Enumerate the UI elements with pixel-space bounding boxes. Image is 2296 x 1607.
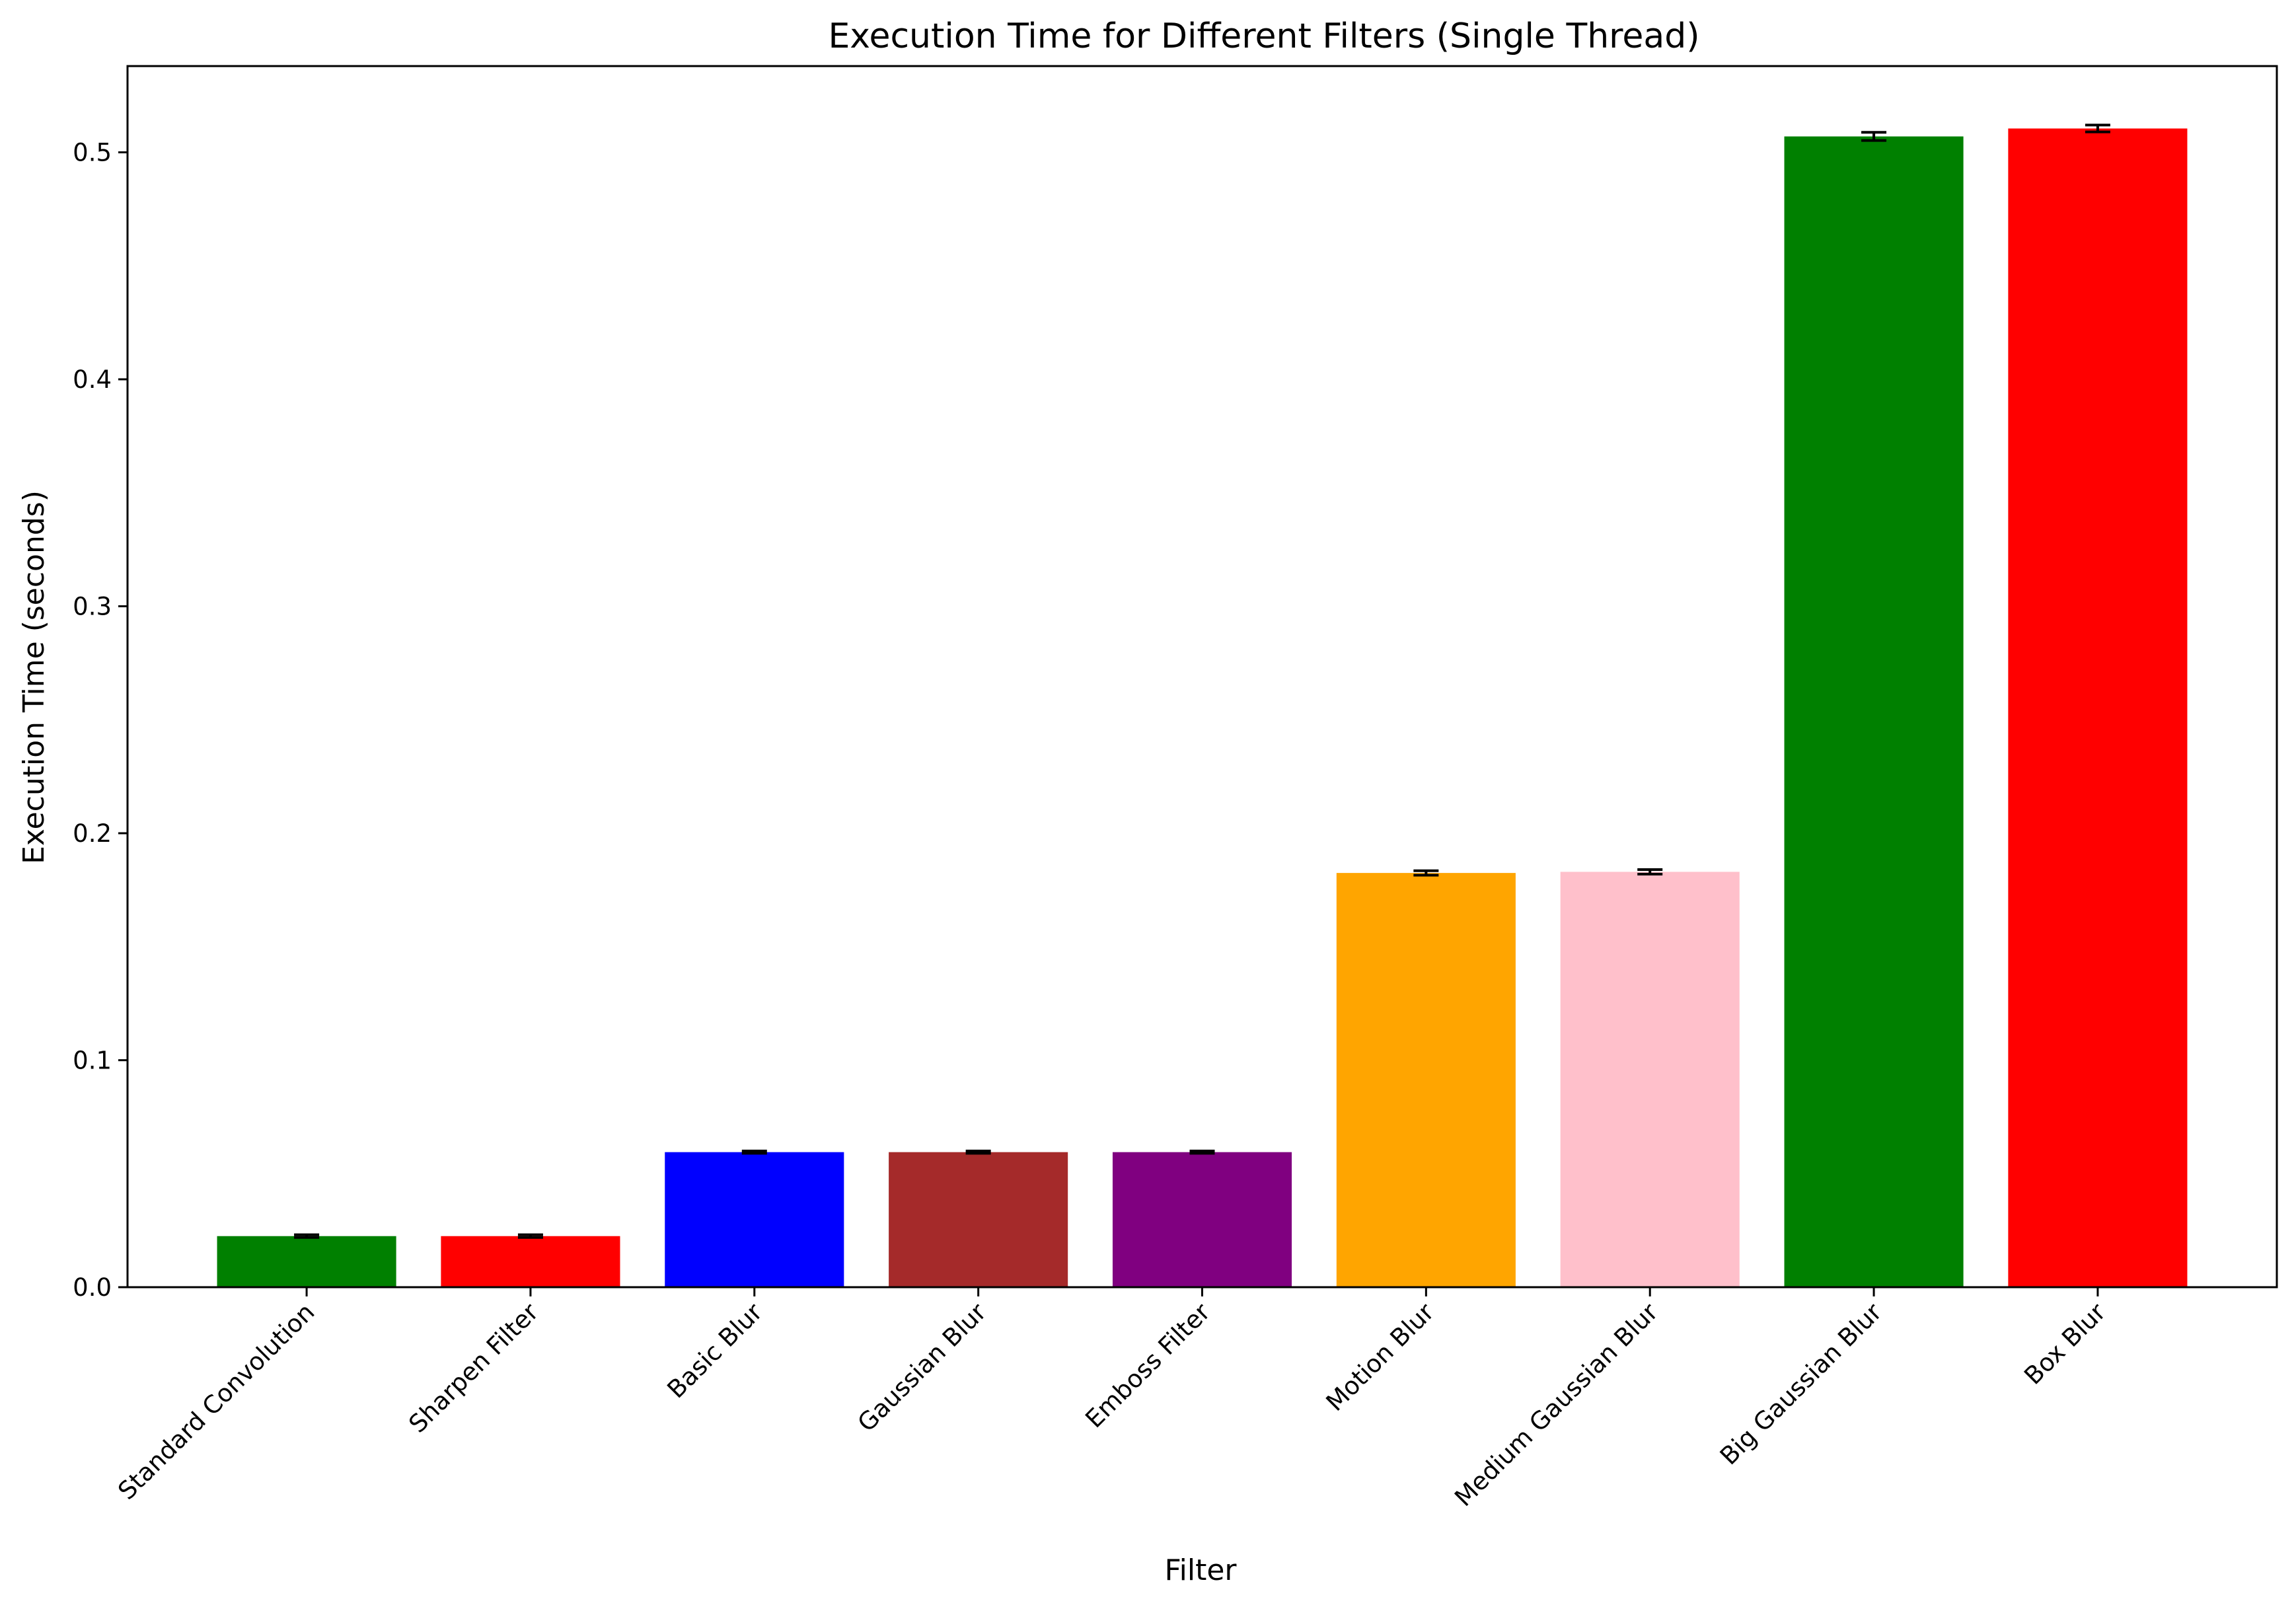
error-bar: [1637, 868, 1663, 876]
error-bar: [294, 1233, 320, 1239]
error-bar: [1189, 1149, 1215, 1155]
error-bar: [2085, 124, 2110, 133]
bar-gaussian-blur: [889, 1152, 1068, 1287]
bar-basic-blur: [665, 1152, 844, 1287]
x-axis-label: Filter: [1165, 1553, 1238, 1587]
bar-medium-gaussian-blur: [1560, 872, 1740, 1287]
bars-layer: [217, 128, 2188, 1288]
y-tick-label: 0.2: [73, 819, 112, 848]
bar-emboss-filter: [1112, 1152, 1292, 1287]
bar-box-blur: [2008, 128, 2188, 1288]
y-tick-label: 0.0: [73, 1273, 112, 1302]
y-axis-label: Execution Time (seconds): [17, 490, 51, 864]
error-bar: [741, 1149, 767, 1155]
error-bars-layer: [294, 124, 2110, 1239]
y-tick-label: 0.4: [73, 365, 112, 394]
error-bar: [517, 1233, 543, 1239]
error-bar: [1413, 869, 1439, 877]
chart-title: Execution Time for Different Filters (Si…: [828, 17, 1699, 56]
y-tick-label: 0.3: [73, 593, 112, 621]
bar-standard-convolution: [217, 1236, 396, 1287]
bar-sharpen-filter: [441, 1236, 620, 1287]
error-bar: [1861, 131, 1887, 142]
y-tick-label: 0.1: [73, 1047, 112, 1075]
bar-big-gaussian-blur: [1784, 136, 1964, 1287]
y-axis-ticks: 0.0 0.1 0.2 0.3 0.4 0.5: [73, 139, 128, 1302]
bar-motion-blur: [1336, 873, 1516, 1287]
y-tick-label: 0.5: [73, 139, 112, 167]
error-bar: [965, 1149, 991, 1155]
